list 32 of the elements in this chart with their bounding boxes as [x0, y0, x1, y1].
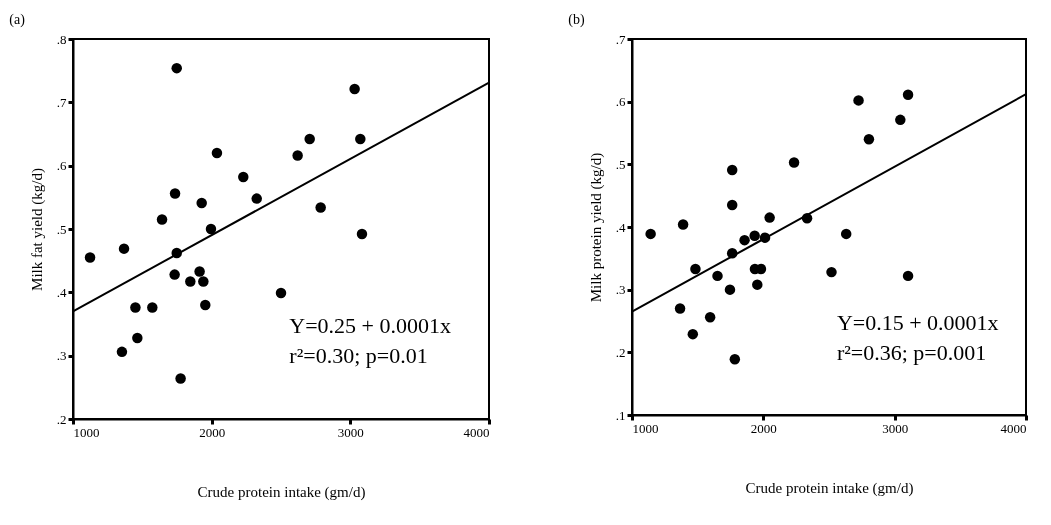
x-axis-title: Crude protein intake (gm/d) [197, 483, 366, 501]
y-tick-label: .4 [56, 284, 67, 300]
x-tick-label: 4000 [1000, 420, 1027, 436]
y-axis-title: Milk fat yield (kg/d) [28, 168, 46, 291]
x-tick-label: 2000 [750, 420, 777, 436]
x-tick-label: 4000 [463, 424, 490, 440]
chart-title: (b) [568, 12, 585, 28]
y-tick-label: .7 [615, 31, 626, 47]
annotation: Y=0.25 + 0.0001x [289, 313, 452, 339]
annotation: r²=0.30; p=0.01 [289, 343, 428, 369]
x-tick-label: 3000 [882, 420, 909, 436]
x-tick-label: 3000 [337, 424, 364, 440]
y-tick-label: .7 [56, 94, 67, 110]
chart-title: (a) [9, 12, 26, 28]
y-tick-label: .8 [56, 31, 67, 47]
y-tick-label: .5 [615, 156, 626, 172]
y-tick-label: .6 [56, 158, 67, 174]
y-axis-title: Milk protein yield (kg/d) [587, 152, 605, 303]
x-tick-label: 2000 [199, 424, 226, 440]
y-tick-label: .4 [615, 219, 626, 235]
x-tick-label: 1000 [632, 420, 659, 436]
y-tick-label: .5 [56, 221, 67, 237]
y-tick-label: .2 [615, 344, 626, 360]
annotation: r²=0.36; p=0.001 [836, 340, 987, 366]
annotation: Y=0.15 + 0.0001x [836, 310, 999, 336]
y-tick-label: .3 [615, 282, 626, 298]
y-tick-label: .2 [56, 411, 67, 427]
y-tick-label: .6 [615, 94, 626, 110]
y-tick-label: .3 [56, 348, 67, 364]
x-axis-title: Crude protein intake (gm/d) [745, 479, 914, 497]
x-tick-label: 1000 [73, 424, 100, 440]
y-tick-label: .1 [615, 407, 626, 423]
